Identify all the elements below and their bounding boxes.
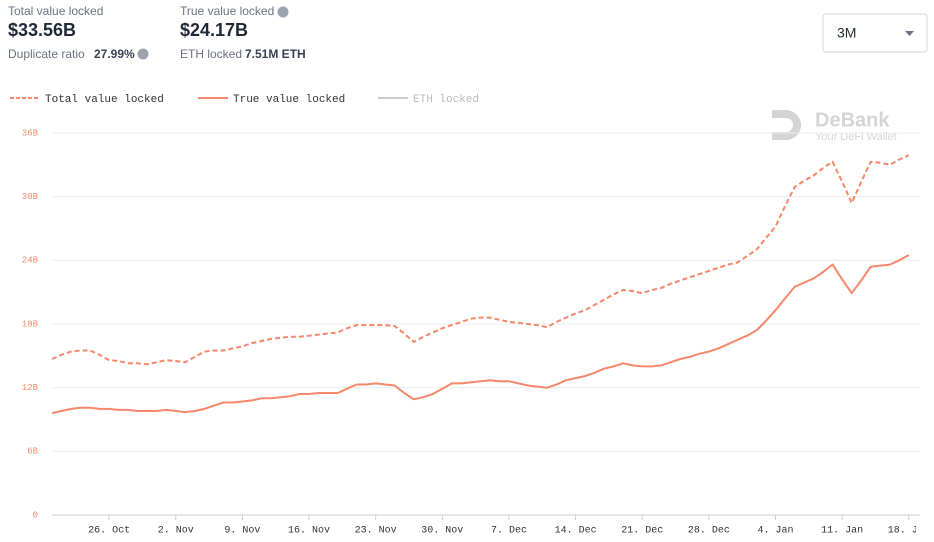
logo: DeBank Your DeFi Wallet bbox=[772, 109, 897, 143]
y-tick-label: 36B bbox=[22, 128, 39, 138]
range-select[interactable] bbox=[822, 13, 928, 53]
x-tick-label: 16. Nov bbox=[288, 526, 330, 537]
stat-label: ETH locked bbox=[180, 47, 242, 61]
x-tick-label: 11. Jan bbox=[821, 526, 863, 537]
help-icon[interactable] bbox=[277, 6, 289, 18]
x-tick-label: 30. Nov bbox=[421, 526, 463, 537]
stat-value: $33.56B bbox=[8, 20, 76, 40]
brand: DeBank bbox=[815, 109, 890, 131]
stat-value: 7.51M ETH bbox=[245, 47, 306, 61]
caret bbox=[905, 31, 914, 36]
series-line bbox=[51, 254, 910, 415]
x-tick-label: 7. Dec bbox=[491, 526, 527, 537]
series-line bbox=[51, 154, 910, 366]
x-tick-label: 26. Oct bbox=[88, 526, 130, 537]
legend-label: ETH locked bbox=[413, 94, 479, 106]
legend-label: True value locked bbox=[233, 94, 345, 106]
x-tick-label: 21. Dec bbox=[621, 526, 663, 537]
logo-mark bbox=[772, 110, 801, 140]
y-tick-label: 24B bbox=[22, 256, 39, 266]
stat-label: Total value locked bbox=[8, 4, 103, 18]
x-tick-label: 14. Dec bbox=[555, 526, 597, 537]
plot: 0 6B 12B 18B 24B 30B 36B 26. Oct 2. Nov 9. Nov 16.… bbox=[10, 94, 930, 537]
x-tick-label: 18. Jan bbox=[888, 526, 930, 537]
range-value: 3M bbox=[837, 25, 856, 41]
x-tick-label: 9. Nov bbox=[224, 526, 260, 537]
legend-label: Total value locked bbox=[45, 94, 164, 106]
x-tick-label: 2. Nov bbox=[158, 526, 194, 537]
y-tick-label: 12B bbox=[22, 383, 39, 393]
y-tick-label: 18B bbox=[22, 319, 39, 329]
x-tick-label: 28. Dec bbox=[688, 526, 730, 537]
y-tick-label: 30B bbox=[22, 192, 39, 202]
x-tick-label: 4. Jan bbox=[758, 526, 794, 537]
stat-label: True value locked bbox=[180, 4, 274, 18]
x-tick-label: 23. Nov bbox=[355, 526, 397, 537]
x-axis: 26. Oct 2. Nov 9. Nov 16. Nov 23. Nov 30. Nov… bbox=[88, 515, 930, 537]
stat-value: 27.99% bbox=[94, 47, 135, 61]
y-tick-label: 0 bbox=[33, 510, 38, 520]
stat-value: $24.17B bbox=[180, 20, 248, 40]
y-tick-label: 6B bbox=[27, 447, 38, 457]
help-icon[interactable] bbox=[137, 48, 149, 60]
stat-label: Duplicate ratio bbox=[8, 47, 85, 61]
tagline: Your DeFi Wallet bbox=[815, 131, 897, 143]
